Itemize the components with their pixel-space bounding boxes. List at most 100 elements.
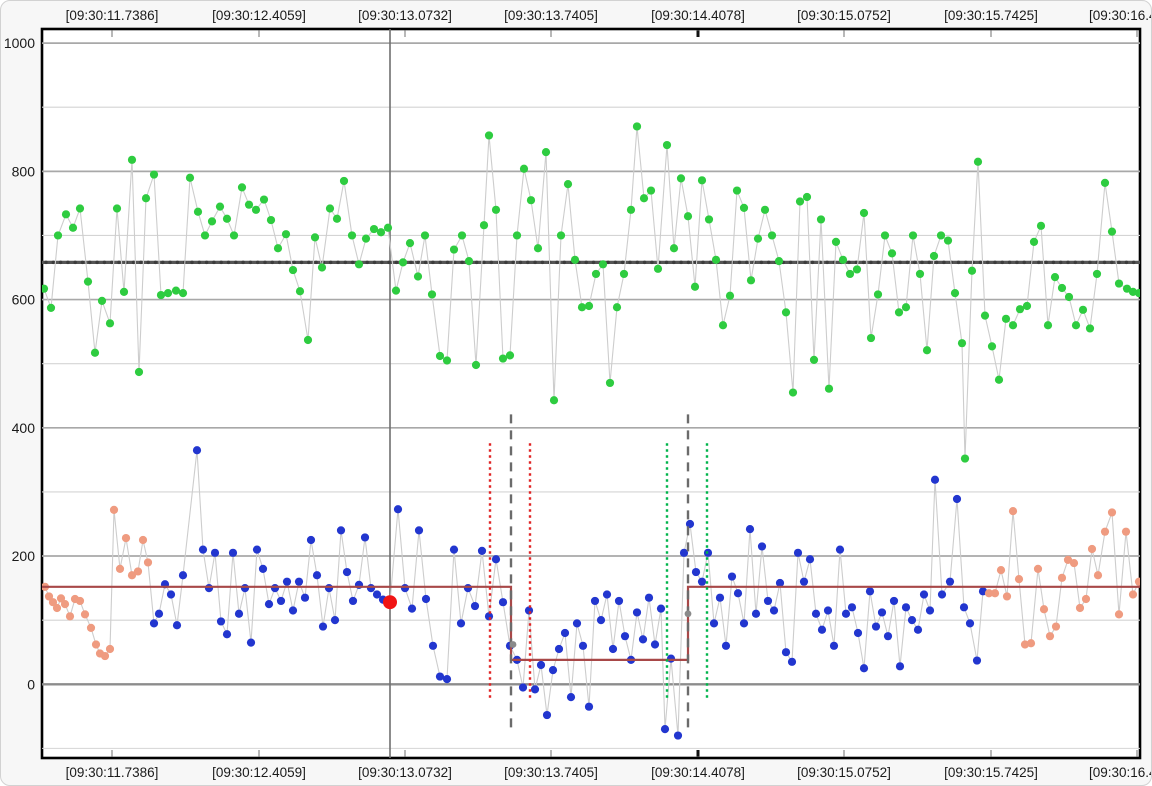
lower-trade-series-point [578,641,588,650]
lower-trade-series-point [1026,639,1036,648]
lower-trade-series-point [739,619,749,628]
upper-trade-series-point [479,221,489,230]
highlight-dot[interactable] [383,595,397,610]
step-reference-line [42,585,1140,662]
upper-trade-series-point [908,231,918,240]
upper-trade-series-point [915,269,925,279]
lower-trade-series-point [965,619,975,628]
upper-trade-series-point [809,355,819,364]
lower-trade-series-point [751,609,761,618]
lower-trade-series-point [608,644,618,654]
upper-trade-series-point [457,231,467,240]
lower-trade-series-point [336,526,346,535]
lower-trade-series-point [984,589,994,598]
lower-trade-series-point [650,640,660,649]
lower-trade-series-point [811,609,821,618]
upper-trade-series-point [526,196,536,205]
upper-trade-series-point [369,224,379,234]
green-dotted-guides [665,443,709,701]
x-tick-label-top: [09:30:15.0752] [797,8,891,23]
lower-trade-series-point [847,603,857,612]
lower-trade-series-point [56,594,66,603]
upper-trade-series-point [887,249,897,258]
y-tick-label: 600 [12,292,36,308]
lower-trade-series-point [685,519,695,529]
lower-trade-series-point [691,567,701,577]
upper-trade-series-point [1022,301,1032,311]
lower-trade-series-point [1057,573,1067,582]
upper-trade-series-point [676,174,686,183]
upper-trade-series-point [987,342,997,351]
lower-trade-series-point [871,622,881,631]
upper-trade-series-point [105,319,115,328]
upper-trade-series-point [760,205,770,214]
lower-trade-series-point [709,619,719,628]
upper-trade-series-point [68,223,78,232]
red-dotted-guides [488,443,532,700]
upper-trade-series-point [556,231,566,240]
lower-trade-series-point [463,583,473,593]
upper-trade-series-point [831,237,841,246]
lower-trade-series-point [288,606,298,615]
x-tick-label-top: [09:30:12.4059] [212,8,306,23]
lower-trade-series-point [835,545,845,554]
upper-trade-series-point [662,140,672,150]
upper-trade-series-point [325,204,335,213]
upper-trade-series-point [632,122,642,131]
lower-trade-series-point [673,731,683,740]
lower-trade-series-point [841,609,851,618]
upper-trade-series-point [802,192,812,202]
upper-trade-series-point [1100,178,1110,187]
upper-trade-series-point [781,308,791,317]
upper-trade-series-point [471,360,481,370]
lower-trade-series-point [407,604,417,613]
upper-trade-series-point [626,205,636,214]
upper-trade-series-point [405,239,415,248]
upper-trade-series-point [464,257,474,266]
upper-trade-series-point [193,207,203,216]
y-axis-labels: 0 200 400 600 800 1000 [4,35,35,692]
y-tick-label: 400 [12,420,36,436]
lower-trade-series-point [763,596,773,606]
lower-trade-series-point [952,494,962,504]
upper-trade-series-point [207,217,217,226]
upper-trade-series-point [639,194,649,203]
x-tick-label-top: [09:30:11.7386] [66,8,159,23]
lower-trade-series-point [930,475,940,484]
lower-trade-series-point [1100,527,1110,536]
lower-trade-series-point [727,572,737,581]
upper-trade-series-point [398,258,408,267]
lower-trade-series-point [1114,610,1124,619]
upper-trade-series-point [936,231,946,240]
lower-trade-series-point [799,577,809,586]
lower-trade-series-point [572,619,582,628]
upper-trade-series-point [880,231,890,240]
upper-trade-series-point [244,200,254,209]
upper-trade-series-point [1050,273,1060,282]
upper-trade-series-point [505,351,515,360]
upper-trade-series-point [697,176,707,185]
lower-trade-series-point [679,548,689,557]
lower-trade-series-point [138,535,148,545]
lower-trade-series-point [143,558,153,567]
upper-trade-series-point [251,205,261,214]
upper-trade-series-point [541,148,551,157]
lower-trade-series-point [1014,575,1024,584]
lower-trade-series-point [745,525,755,534]
lower-trade-series-point [470,601,480,611]
x-tick-label-top: [09:30:13.0732] [358,8,452,23]
horizontal-gridlines [42,42,1140,749]
upper-trade-series-point [605,378,615,388]
lower-trade-series-point [990,589,1000,598]
lower-trade-series-point [282,577,292,586]
lower-trade-series-point [491,555,501,564]
lower-trade-series-point [240,583,250,593]
lower-trade-series-point [324,583,334,593]
lower-trade-series-point [1121,527,1131,536]
upper-trade-series-point [994,375,1004,384]
lower-trade-series-point [330,616,340,625]
lower-trade-series-point [925,606,935,615]
lower-trade-series-point [312,571,322,580]
lower-trade-series-point [781,648,791,657]
